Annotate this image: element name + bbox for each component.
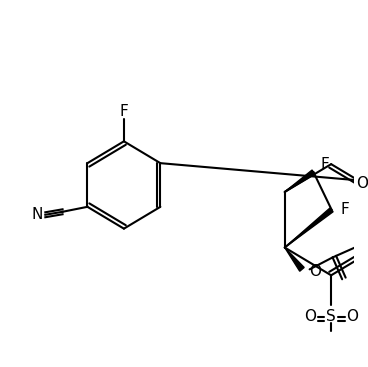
Polygon shape [285,247,304,271]
Text: N: N [32,207,43,222]
Text: O: O [304,309,316,324]
Text: F: F [321,157,329,172]
Text: O: O [346,309,358,324]
Polygon shape [285,170,315,192]
Text: F: F [341,202,349,217]
Polygon shape [285,208,333,247]
Text: O: O [309,264,322,279]
Text: S: S [326,309,336,324]
Text: F: F [120,104,128,119]
Text: O: O [356,177,368,192]
